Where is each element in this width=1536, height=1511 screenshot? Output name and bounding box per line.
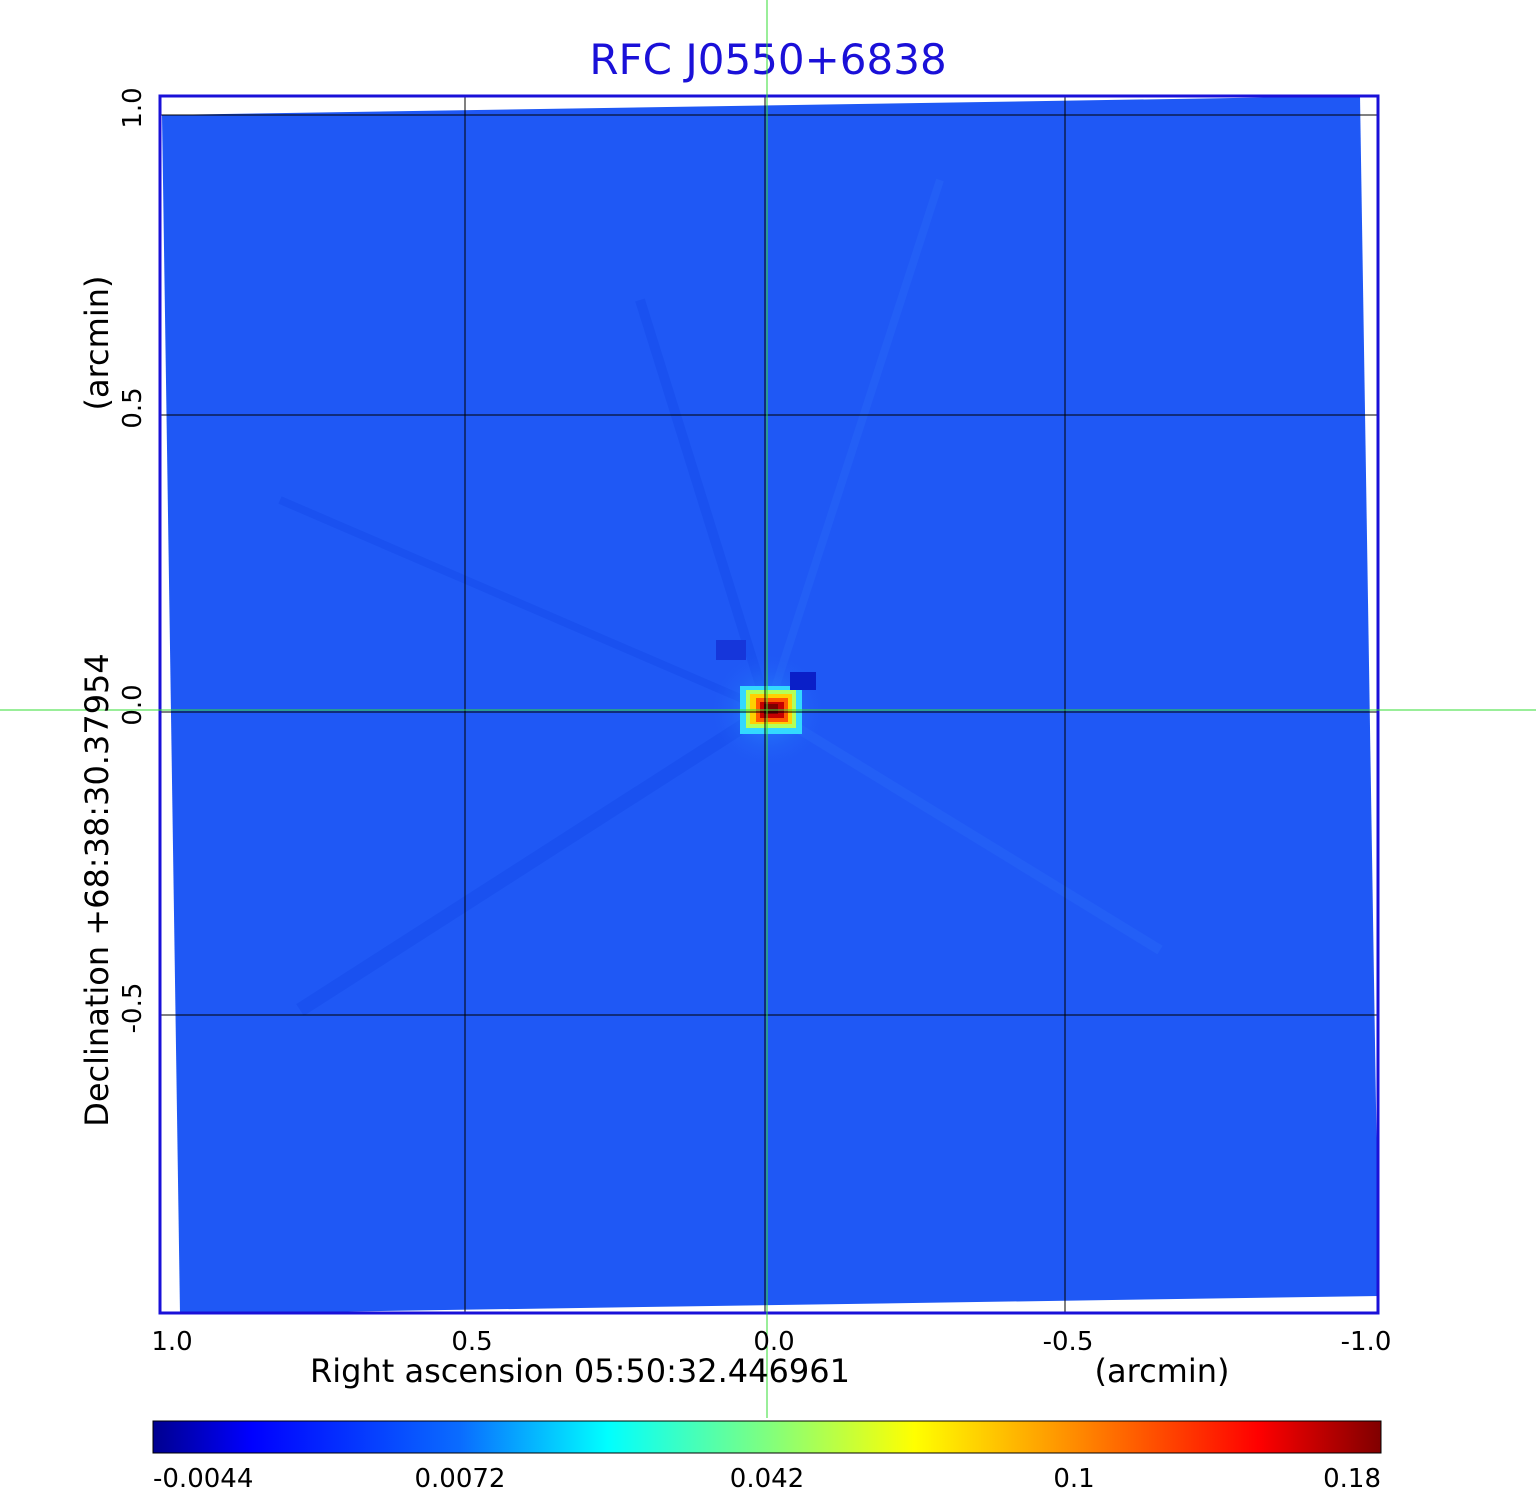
x-tick-label: -1.0 <box>1341 1327 1392 1357</box>
y-axis-unit: (arcmin) <box>78 276 116 411</box>
y-tick-label: 0.0 <box>118 684 148 725</box>
plot-frame <box>158 94 1380 1315</box>
colorbar-tick-label: 0.1 <box>1053 1464 1094 1494</box>
colorbar-tick-label: -0.0044 <box>153 1464 253 1494</box>
y-tick-label: -0.5 <box>118 983 148 1034</box>
x-tick-label: -0.5 <box>1043 1327 1094 1357</box>
chart-title: RFC J0550+6838 <box>589 35 946 84</box>
colorbar <box>152 1420 1382 1454</box>
y-tick-label: 0.5 <box>118 387 148 428</box>
y-axis-label: Declination +68:38:30.37954 <box>78 653 116 1127</box>
x-tick-label: 0.5 <box>451 1327 492 1357</box>
colorbar-tick-labels: -0.0044 0.0072 0.042 0.1 0.18 <box>153 1464 1381 1494</box>
colorbar-tick-label: 0.0072 <box>415 1464 506 1494</box>
grid <box>161 96 1378 1313</box>
y-tick-label: 1.0 <box>118 87 148 128</box>
x-axis-label: Right ascension 05:50:32.446961 <box>310 1352 850 1390</box>
sidelobe-streaks <box>278 178 1163 1016</box>
y-tick-labels: 1.0 0.5 0.0 -0.5 <box>118 87 148 1033</box>
x-tick-label: 0.0 <box>753 1327 794 1357</box>
x-tick-labels: 1.0 0.5 0.0 -0.5 -1.0 <box>151 1327 1391 1357</box>
colorbar-tick-label: 0.042 <box>730 1464 804 1494</box>
x-tick-label: 1.0 <box>151 1327 192 1357</box>
x-axis-unit: (arcmin) <box>1095 1352 1230 1390</box>
colorbar-tick-label: 0.18 <box>1323 1464 1381 1494</box>
crosshair <box>0 0 1536 1418</box>
